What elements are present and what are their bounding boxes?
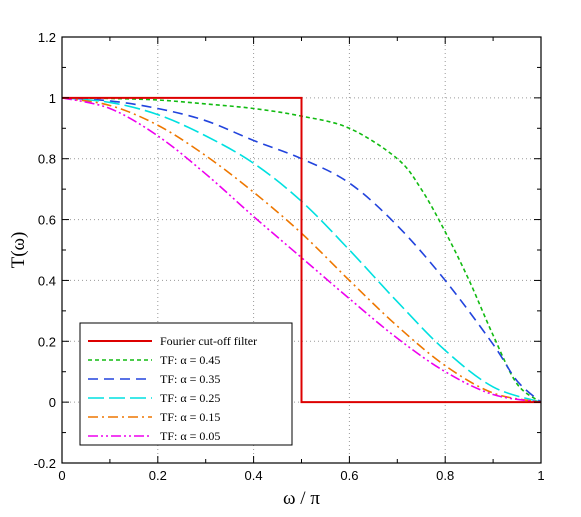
y-tick-label: 0.4 [38,273,56,288]
y-tick-label: -0.2 [34,456,56,471]
x-tick-label: 1 [537,468,544,483]
x-tick-label: 0.6 [340,468,358,483]
legend-label-4: TF: α = 0.15 [160,410,220,424]
x-tick-label: 0.4 [245,468,263,483]
series-line-2 [61,97,542,403]
series-line-1 [61,97,542,403]
legend-label-2: TF: α = 0.35 [160,372,220,386]
y-tick-label: 0 [49,395,56,410]
legend-box [79,322,293,446]
series-line-3 [61,97,542,403]
y-axis-title: T(ω) [8,232,29,269]
x-axis-title: ω / π [283,488,320,509]
y-tick-label: 0.8 [38,152,56,167]
series-line-0 [62,96,541,404]
series-layer [61,96,542,404]
y-tick-label: 0.6 [38,213,56,228]
axis-ticks: 0 0.2 0.4 0.6 0.8 1-0.200.20.40.60.811.2 [34,30,545,483]
x-tick-label: 0.8 [436,468,454,483]
legend-label-3: TF: α = 0.25 [160,391,220,405]
y-tick-label: 1 [49,91,56,106]
legend-label-1: TF: α = 0.45 [160,353,220,367]
x-tick-label: 0.2 [149,468,167,483]
y-tick-label: 0.2 [38,334,56,349]
legend-items: Fourier cut-off filter TF: α = 0.45 TF: α … [88,334,257,443]
series-line-5 [61,97,542,403]
y-tick-label: 1.2 [38,30,56,45]
x-tick-label: 0 [58,468,65,483]
grid-lines [62,37,541,463]
legend-label-5: TF: α = 0.05 [160,429,220,443]
legend-label-0: Fourier cut-off filter [160,334,257,348]
legend: Fourier cut-off filter TF: α = 0.45 TF: α … [79,322,293,446]
